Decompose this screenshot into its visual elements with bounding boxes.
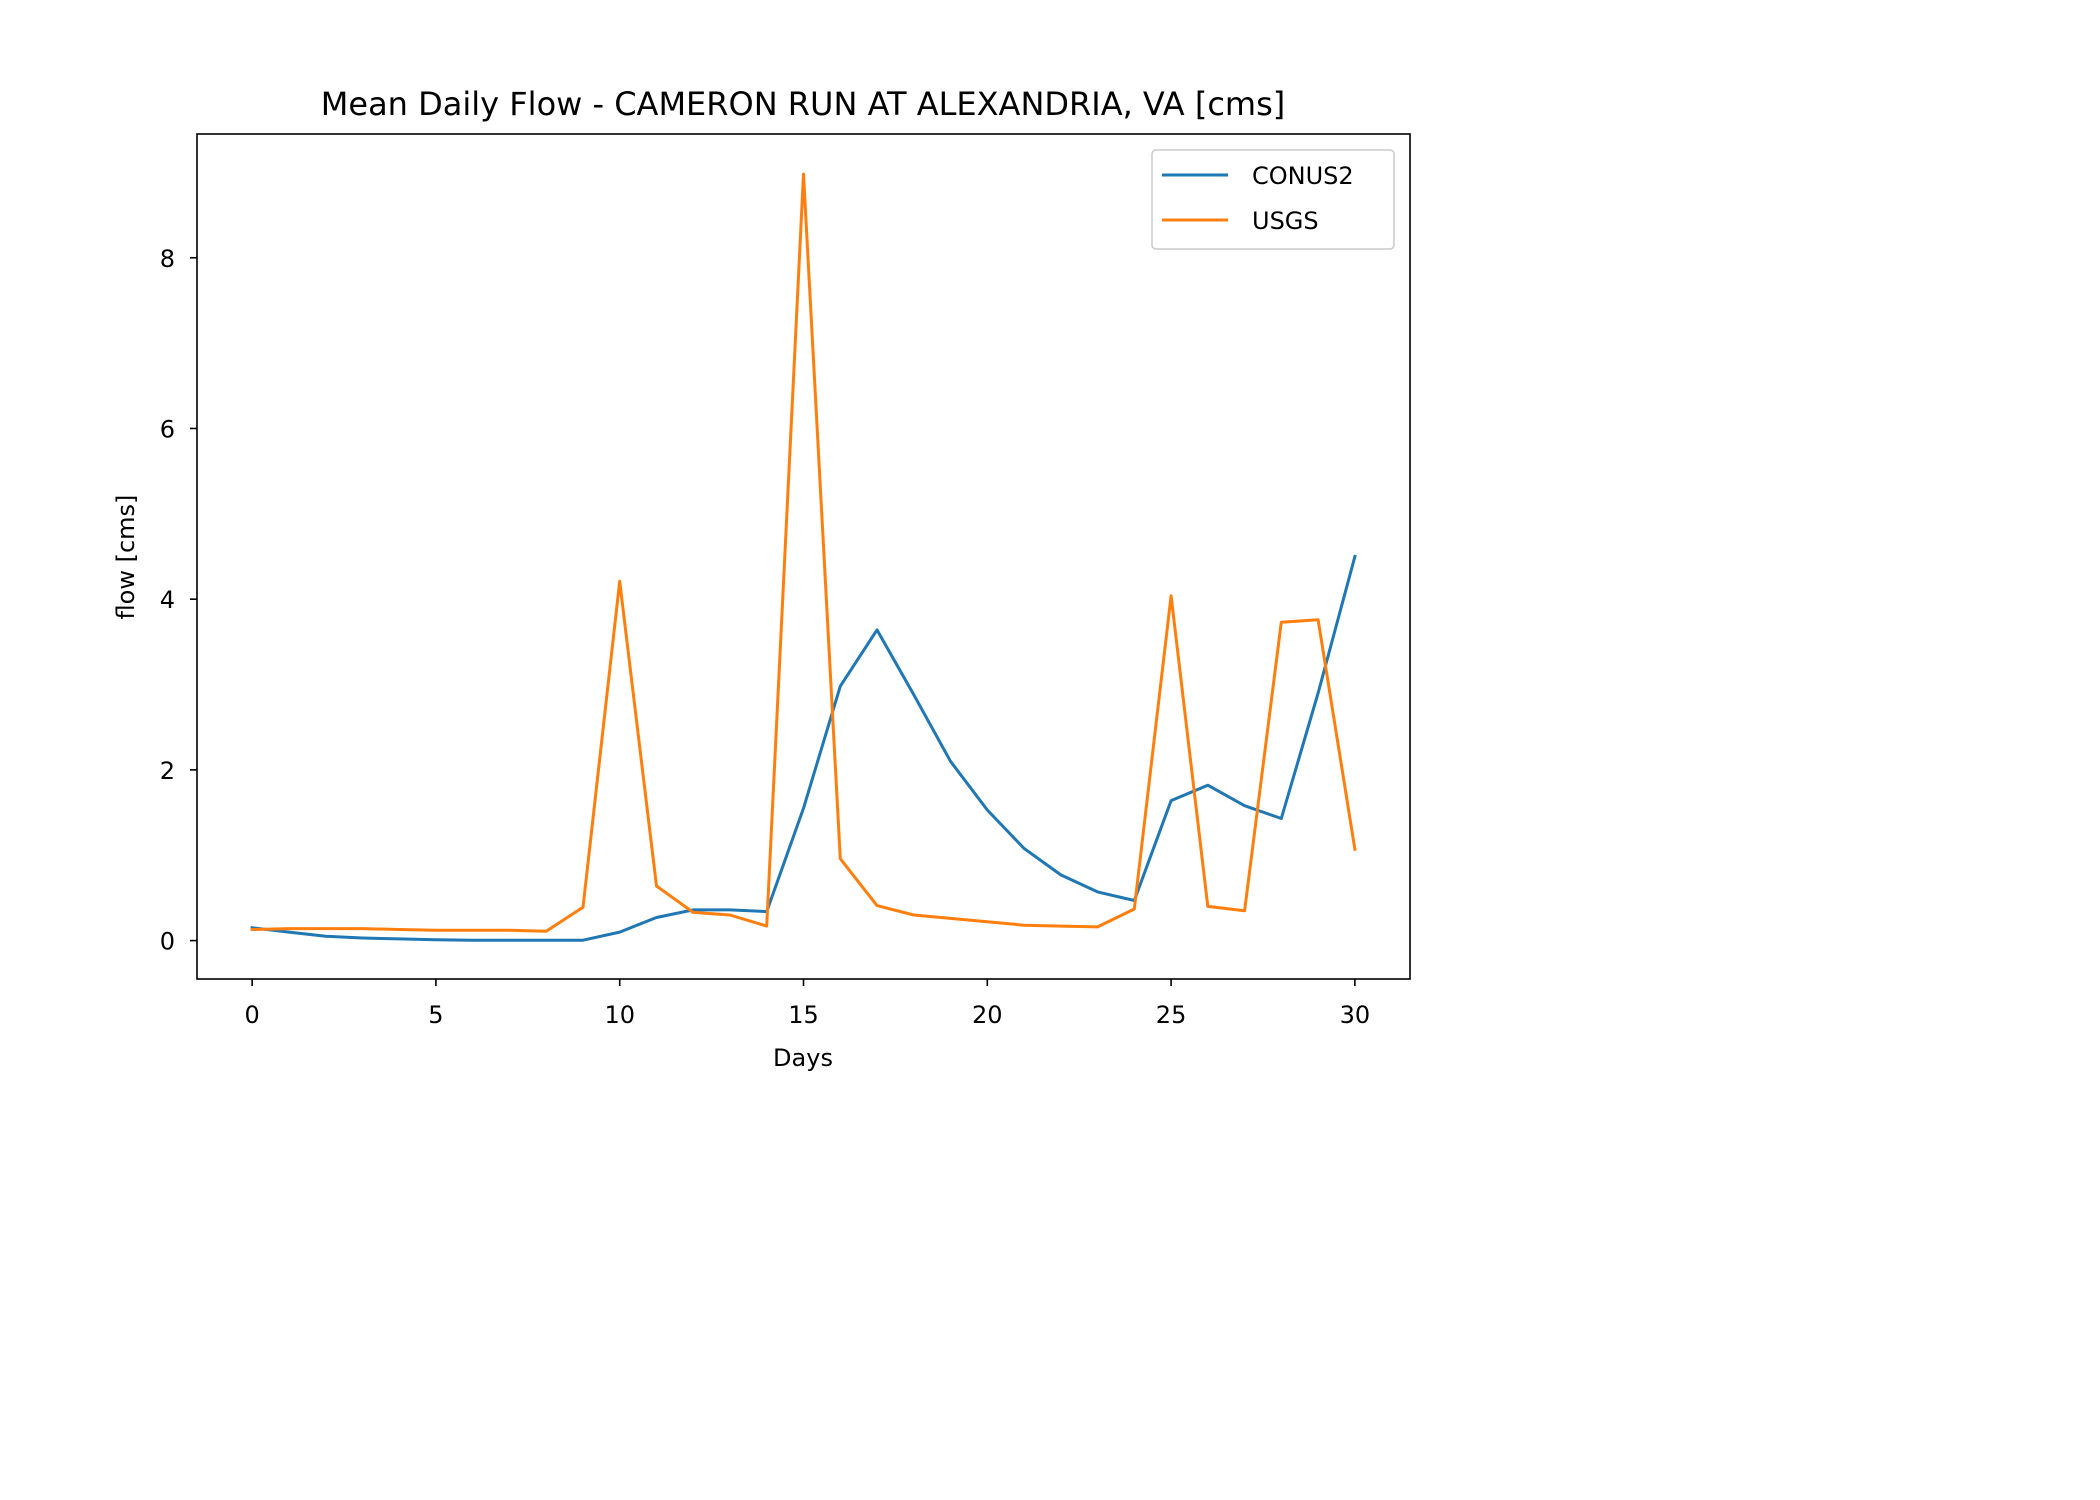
x-tick-label: 5 — [428, 1001, 443, 1029]
x-axis-label: Days — [773, 1044, 833, 1072]
x-tick-label: 25 — [1156, 1001, 1187, 1029]
y-tick-label: 0 — [160, 928, 175, 956]
y-tick-label: 4 — [160, 586, 175, 614]
plot-lines — [250, 172, 1357, 942]
line-chart: Mean Daily Flow - CAMERON RUN AT ALEXAND… — [112, 85, 1411, 1072]
y-tick-label: 2 — [160, 757, 175, 785]
legend: CONUS2 USGS — [1151, 149, 1395, 250]
y-tick-label: 6 — [160, 415, 175, 443]
series-line-conus2 — [250, 554, 1357, 942]
x-tick-label: 10 — [604, 1001, 635, 1029]
y-tick-label: 8 — [160, 245, 175, 273]
legend-label-conus2: CONUS2 — [1252, 162, 1354, 190]
series-line-usgs — [250, 172, 1357, 933]
x-tick-label: 30 — [1340, 1001, 1371, 1029]
legend-label-usgs: USGS — [1252, 207, 1319, 235]
chart-title: Mean Daily Flow - CAMERON RUN AT ALEXAND… — [321, 85, 1285, 123]
x-tick-label: 0 — [244, 1001, 259, 1029]
x-tick-label: 15 — [788, 1001, 819, 1029]
y-axis-label: flow [cms] — [112, 495, 140, 620]
x-axis-ticks: 0 5 10 15 20 25 30 — [244, 979, 1370, 1029]
x-tick-label: 20 — [972, 1001, 1003, 1029]
y-axis-ticks: 0 2 4 6 8 — [160, 245, 197, 956]
